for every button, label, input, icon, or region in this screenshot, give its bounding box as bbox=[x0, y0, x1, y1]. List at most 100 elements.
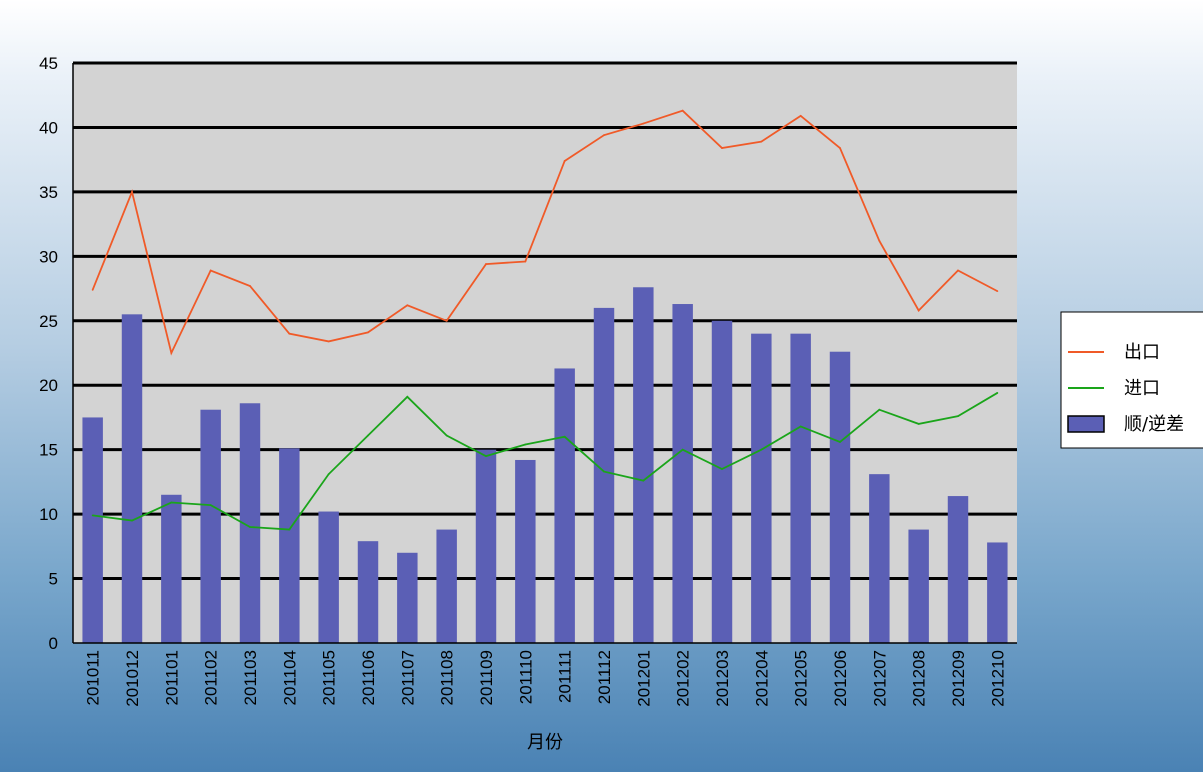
line-point bbox=[288, 332, 291, 335]
bar bbox=[200, 409, 221, 643]
x-tick-label: 201204 bbox=[752, 650, 771, 707]
line-point bbox=[524, 260, 527, 263]
y-tick-label: 40 bbox=[39, 118, 58, 137]
x-tick-label: 201201 bbox=[634, 650, 653, 707]
bar bbox=[279, 448, 300, 643]
x-axis-title: 月份 bbox=[527, 732, 563, 753]
line-point bbox=[131, 519, 133, 522]
y-tick-label: 35 bbox=[39, 183, 58, 202]
bar bbox=[554, 368, 575, 643]
line-point bbox=[367, 434, 369, 437]
line-point bbox=[91, 288, 94, 291]
x-tick-label: 201109 bbox=[477, 650, 496, 705]
line-point bbox=[878, 408, 881, 411]
line-point bbox=[524, 443, 527, 446]
line-point bbox=[249, 285, 251, 287]
line-point bbox=[681, 448, 684, 451]
gridlines bbox=[73, 61, 1017, 581]
line-point bbox=[91, 514, 94, 517]
x-tick-label: 201210 bbox=[988, 650, 1007, 707]
line-point bbox=[170, 501, 173, 504]
x-tick-label: 201103 bbox=[241, 650, 260, 705]
x-tick-label: 201102 bbox=[202, 650, 221, 705]
bar bbox=[318, 511, 339, 643]
line-point bbox=[878, 239, 881, 242]
y-tick-label: 0 bbox=[49, 634, 58, 653]
bar bbox=[633, 287, 654, 643]
line-point bbox=[131, 190, 133, 193]
line-point bbox=[642, 479, 645, 482]
legend: 出口 进口 顺/逆差 bbox=[1060, 311, 1203, 449]
bar bbox=[751, 333, 772, 643]
line-point bbox=[406, 395, 409, 398]
line-point bbox=[485, 455, 487, 458]
line-point bbox=[209, 504, 212, 506]
line-point bbox=[563, 435, 566, 438]
line-point bbox=[799, 114, 802, 117]
line-point bbox=[288, 528, 291, 531]
x-tick-label: 201012 bbox=[123, 650, 142, 707]
line-point bbox=[839, 147, 841, 149]
x-tick-label: 201104 bbox=[280, 650, 299, 705]
line-point bbox=[327, 340, 330, 343]
line-point bbox=[917, 309, 920, 312]
bar bbox=[947, 496, 969, 643]
bar bbox=[711, 320, 733, 643]
bar bbox=[672, 304, 693, 643]
series-line bbox=[91, 109, 998, 356]
x-tick-label: 201106 bbox=[359, 650, 378, 705]
x-tick-labels: 201011 201012 201101 201102 201103 201104 2011… bbox=[84, 650, 1008, 707]
line-point bbox=[445, 319, 448, 322]
x-tick-label: 201111 bbox=[556, 650, 575, 703]
x-tick-label: 201112 bbox=[595, 650, 614, 704]
legend-label-import: 进口 bbox=[1124, 378, 1160, 399]
y-tick-label: 10 bbox=[39, 505, 58, 524]
line-point bbox=[957, 269, 959, 272]
line-point bbox=[996, 392, 999, 394]
line-point bbox=[170, 352, 173, 354]
x-tick-label: 201202 bbox=[674, 650, 693, 707]
x-tick-label: 201207 bbox=[870, 650, 889, 707]
line-point bbox=[563, 160, 566, 162]
bar bbox=[475, 449, 497, 643]
y-tick-label: 20 bbox=[39, 376, 58, 395]
x-tick-label: 201208 bbox=[910, 650, 929, 707]
legend-swatch-balance bbox=[1067, 415, 1105, 433]
line-point bbox=[249, 526, 251, 528]
x-tick-label: 201203 bbox=[713, 650, 732, 707]
bar bbox=[829, 351, 851, 643]
bar bbox=[593, 307, 615, 643]
y-tick-label: 15 bbox=[39, 441, 58, 460]
bar bbox=[121, 314, 143, 643]
line-point bbox=[367, 331, 369, 334]
bar bbox=[515, 459, 536, 643]
line-point bbox=[721, 468, 723, 470]
line-point bbox=[760, 140, 763, 143]
x-tick-label: 201107 bbox=[398, 650, 417, 705]
x-tick-label: 201206 bbox=[831, 650, 850, 707]
line-point bbox=[445, 434, 448, 437]
line-point bbox=[603, 470, 605, 473]
line-point bbox=[485, 263, 487, 265]
line-point bbox=[957, 415, 959, 418]
y-tick-label: 45 bbox=[39, 54, 58, 73]
line-point bbox=[996, 290, 999, 293]
y-tick-labels: 0 5 10 15 20 25 30 35 40 45 bbox=[39, 54, 58, 653]
y-tick-label: 30 bbox=[39, 247, 58, 266]
plot-area bbox=[73, 63, 1017, 643]
x-tick-label: 201205 bbox=[792, 650, 811, 707]
line-point bbox=[760, 448, 763, 451]
x-tick-label: 201105 bbox=[320, 650, 339, 705]
bar bbox=[908, 529, 929, 643]
line-point bbox=[839, 441, 841, 443]
line-point bbox=[799, 425, 802, 428]
bar-series bbox=[82, 287, 1008, 643]
line-point bbox=[681, 109, 684, 112]
y-tick-label: 25 bbox=[39, 312, 58, 331]
line-point bbox=[327, 473, 330, 476]
bar bbox=[82, 417, 103, 643]
x-tick-label: 201209 bbox=[949, 650, 968, 707]
x-tick-label: 201108 bbox=[438, 650, 457, 705]
legend-label-balance: 顺/逆差 bbox=[1124, 414, 1184, 435]
